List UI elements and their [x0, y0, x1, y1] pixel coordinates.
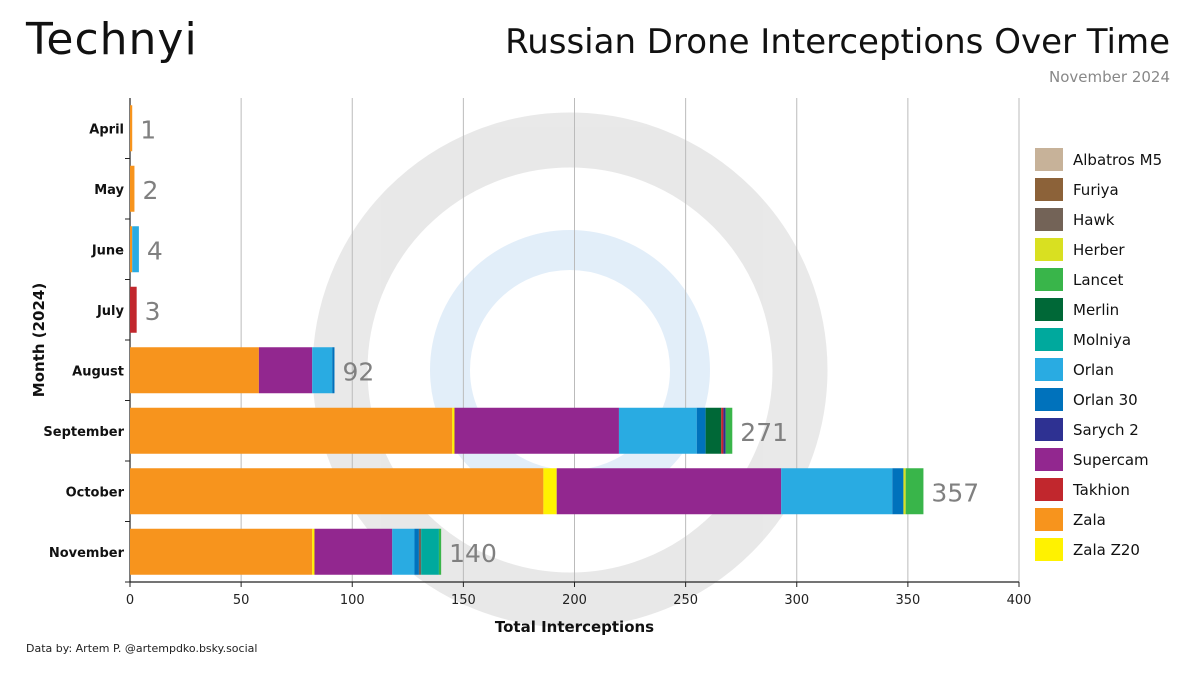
bar-segment-orlan	[132, 226, 139, 273]
total-label: 92	[342, 357, 374, 386]
x-axis-label: Total Interceptions	[495, 618, 654, 636]
x-tick-label: 300	[784, 593, 809, 608]
bar-segment-supercam	[556, 468, 782, 515]
bar-segment-zala-z20	[543, 468, 557, 515]
legend-swatch	[1035, 508, 1063, 531]
legend-label: Zala	[1073, 511, 1106, 529]
x-tick-label: 0	[126, 593, 134, 608]
bar-segment-orlan	[392, 528, 415, 575]
legend-swatch	[1035, 388, 1063, 411]
bar-segment-hawk	[418, 528, 422, 575]
legend-swatch	[1035, 448, 1063, 471]
x-tick-label: 350	[895, 593, 920, 608]
bar-segment-zala	[130, 165, 135, 212]
legend-swatch	[1035, 268, 1063, 291]
legend-label: Takhion	[1072, 481, 1130, 499]
y-tick-label: September	[43, 425, 124, 440]
legend-label: Orlan 30	[1073, 391, 1138, 409]
legend-swatch	[1035, 358, 1063, 381]
legend-swatch	[1035, 418, 1063, 441]
total-label: 2	[142, 176, 158, 205]
legend-label: Merlin	[1073, 301, 1119, 319]
bar-segment-zala	[130, 226, 133, 273]
y-tick-label: May	[94, 183, 124, 198]
bar-segment-orlan-30	[696, 407, 706, 454]
legend-swatch	[1035, 298, 1063, 321]
bar-segment-orlan	[312, 347, 333, 394]
total-label: 271	[740, 418, 788, 447]
total-label: 1	[140, 115, 156, 144]
bar-segment-zala	[130, 468, 544, 515]
bar-segment-takhion	[721, 407, 724, 454]
legend-swatch	[1035, 538, 1063, 561]
legend-swatch	[1035, 478, 1063, 501]
bar-segment-zala	[130, 407, 453, 454]
bar-segment-orlan-30	[892, 468, 904, 515]
legend-label: Orlan	[1073, 361, 1114, 379]
legend-label: Albatros M5	[1073, 151, 1162, 169]
brand-logo: Technyi	[26, 14, 198, 65]
x-tick-label: 50	[233, 593, 250, 608]
total-label: 357	[931, 478, 979, 507]
legend-label: Supercam	[1073, 451, 1149, 469]
y-tick-label: November	[49, 546, 125, 561]
bar-segment-orlan	[781, 468, 893, 515]
legend-swatch	[1035, 148, 1063, 171]
legend-label: Molniya	[1073, 331, 1131, 349]
legend-swatch	[1035, 238, 1063, 261]
data-credit: Data by: Artem P. @artempdko.bsky.social	[26, 642, 258, 655]
x-tick-label: 400	[1007, 593, 1032, 608]
legend-swatch	[1035, 178, 1063, 201]
chart-title: Russian Drone Interceptions Over Time	[505, 22, 1170, 62]
legend-label: Hawk	[1073, 211, 1115, 229]
total-label: 4	[147, 236, 163, 265]
bar-segment-takhion	[130, 286, 137, 333]
chart-subtitle: November 2024	[1049, 68, 1170, 86]
bar-segment-sarych-2	[723, 407, 726, 454]
bar-segment-herber	[903, 468, 906, 515]
bar-segment-orlan-30	[332, 347, 335, 394]
y-axis-label: Month (2024)	[30, 283, 48, 397]
bar-segment-orlan-30	[414, 528, 419, 575]
total-label: 3	[145, 297, 161, 326]
bar-segment-supercam	[454, 407, 619, 454]
x-tick-label: 150	[451, 593, 476, 608]
legend-label: Herber	[1073, 241, 1125, 259]
bar-segment-zala-z20	[452, 407, 455, 454]
bar-segment-zala	[130, 528, 313, 575]
legend-swatch	[1035, 208, 1063, 231]
bar-segment-merlin	[705, 407, 722, 454]
x-tick-label: 200	[562, 593, 587, 608]
bar-segment-orlan	[618, 407, 697, 454]
total-label: 140	[449, 539, 497, 568]
bar-segment-lancet	[905, 468, 924, 515]
bar-segment-zala	[130, 347, 259, 394]
bar-segment-lancet	[725, 407, 733, 454]
legend-label: Furiya	[1073, 181, 1119, 199]
y-tick-label: April	[89, 122, 124, 137]
bar-segment-supercam	[258, 347, 313, 394]
y-tick-label: July	[96, 304, 125, 319]
bar-segment-supercam	[314, 528, 393, 575]
legend-label: Sarych 2	[1073, 421, 1139, 439]
legend-label: Lancet	[1073, 271, 1124, 289]
y-tick-label: October	[66, 485, 125, 500]
x-tick-label: 250	[673, 593, 698, 608]
legend-label: Zala Z20	[1073, 541, 1140, 559]
legend-swatch	[1035, 328, 1063, 351]
y-tick-label: June	[91, 243, 124, 258]
y-tick-label: August	[72, 364, 124, 379]
bar-segment-zala	[130, 105, 133, 152]
x-tick-label: 100	[340, 593, 365, 608]
bar-segment-zala-z20	[312, 528, 315, 575]
bar-segment-molniya	[421, 528, 439, 575]
bar-segment-lancet	[438, 528, 442, 575]
